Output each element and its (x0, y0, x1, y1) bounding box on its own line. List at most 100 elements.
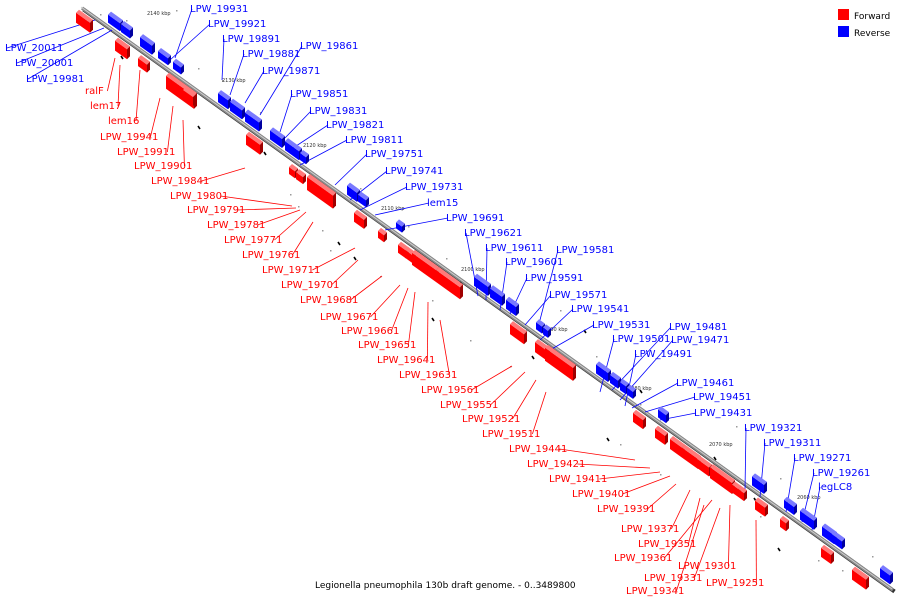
reverse-gene (300, 149, 309, 165)
leader-line (644, 396, 696, 413)
leader-line (237, 207, 297, 211)
forward-gene (738, 485, 747, 502)
forward-gene-label: ralF (85, 86, 104, 97)
forward-gene-label: LPW_19551 (440, 400, 498, 411)
forward-gene (510, 321, 527, 345)
leader-line (599, 471, 661, 480)
grey-dot (818, 560, 820, 562)
reverse-gene-label: LPW_19741 (385, 166, 443, 177)
leader-line (408, 291, 416, 346)
grey-dot (480, 292, 482, 294)
grey-dot (470, 340, 472, 342)
tick-dash (120, 55, 124, 60)
grey-dot (100, 14, 102, 16)
reverse-gene (358, 191, 369, 208)
forward-gene-label: LPW_19671 (320, 312, 378, 323)
forward-gene (545, 344, 576, 381)
grey-dot (620, 444, 622, 446)
reverse-gene (880, 565, 893, 585)
leader-line (559, 448, 636, 461)
forward-gene-label: LPW_19411 (549, 474, 607, 485)
legend-reverse-label: Reverse (854, 29, 891, 39)
reverse-gene (752, 473, 767, 494)
forward-gene-label: LPW_19761 (242, 250, 300, 261)
grey-dot (560, 310, 562, 312)
reverse-gene (158, 48, 171, 66)
leader-line (221, 38, 225, 81)
grey-dot (736, 426, 738, 428)
forward-gene-label: LPW_19781 (207, 220, 265, 231)
leader-line (16, 27, 105, 64)
reverse-gene-label: LPW_19751 (365, 149, 423, 160)
scale-tick-label: 2130 kbp (222, 78, 246, 84)
leader-line (274, 211, 307, 241)
forward-gene (378, 227, 387, 243)
leader-line (374, 202, 430, 216)
grey-dot (432, 300, 434, 302)
leader-line (182, 119, 185, 167)
leader-line (117, 64, 121, 107)
reverse-gene (627, 384, 636, 399)
grey-dot (322, 230, 324, 232)
forward-gene (780, 515, 789, 532)
leader-line (359, 186, 408, 211)
forward-gene-label: LPW_19911 (117, 147, 175, 158)
reverse-gene-label: LPW_20011 (5, 43, 63, 54)
leader-line (174, 8, 193, 59)
leader-line (471, 365, 513, 391)
reverse-gene-label: LPW_19931 (190, 4, 248, 15)
reverse-gene-label: LPW_19861 (300, 41, 358, 52)
leader-line (220, 195, 293, 207)
grey-dot (360, 188, 362, 190)
grey-dot (660, 474, 662, 476)
reverse-gene-label: LPW_19591 (525, 273, 583, 284)
reverse-gene-label: LPW_20001 (15, 58, 73, 69)
leader-line (622, 475, 671, 495)
forward-gene-label: LPW_19801 (170, 191, 228, 202)
tick-dash (531, 355, 535, 360)
reverse-gene (658, 406, 669, 424)
reverse-gene-label: LPW_19881 (242, 49, 300, 60)
reverse-gene (218, 90, 231, 110)
leader-line (150, 97, 161, 138)
forward-gene-label: LPW_19901 (134, 161, 192, 172)
forward-gene-label: LPW_19511 (482, 429, 540, 440)
reverse-gene-label: LPW_19871 (262, 66, 320, 77)
leader-line (167, 105, 174, 153)
forward-gene-label: LPW_19351 (638, 539, 696, 550)
grey-dot (290, 194, 292, 196)
tick-dash (777, 547, 781, 552)
grey-dot (872, 556, 874, 558)
leader-line (664, 499, 713, 559)
reverse-gene (610, 371, 621, 389)
leader-line (577, 463, 651, 469)
grey-dot (298, 206, 300, 208)
tick-dash (353, 256, 357, 261)
grey-dot (198, 68, 200, 70)
leader-line (244, 70, 265, 104)
leader-line (532, 391, 547, 435)
reverse-gene-label: LPW_19601 (505, 257, 563, 268)
forward-gene (246, 131, 263, 155)
leader-line (169, 23, 211, 61)
reverse-gene (832, 531, 845, 550)
tick-dash (197, 125, 201, 130)
reverse-gene-label: lem15 (427, 198, 458, 209)
grey-dot (760, 516, 762, 518)
forward-gene-label: LPW_19771 (224, 235, 282, 246)
forward-gene (183, 86, 196, 107)
forward-gene-label: LPW_19631 (399, 370, 457, 381)
reverse-gene-label: LPW_19491 (634, 349, 692, 360)
forward-gene (115, 37, 130, 60)
backbone-highlight (80, 6, 893, 590)
leader-line (599, 338, 615, 393)
leader-line (391, 287, 409, 332)
leader-line (688, 497, 701, 545)
reverse-gene (140, 34, 155, 55)
reverse-gene-label: LPW_19611 (485, 243, 543, 254)
reverse-gene-label: LPW_19321 (744, 423, 802, 434)
leader-line (439, 319, 450, 376)
reverse-gene-label: LPW_19831 (309, 106, 367, 117)
forward-gene-label: LPW_19371 (621, 524, 679, 535)
